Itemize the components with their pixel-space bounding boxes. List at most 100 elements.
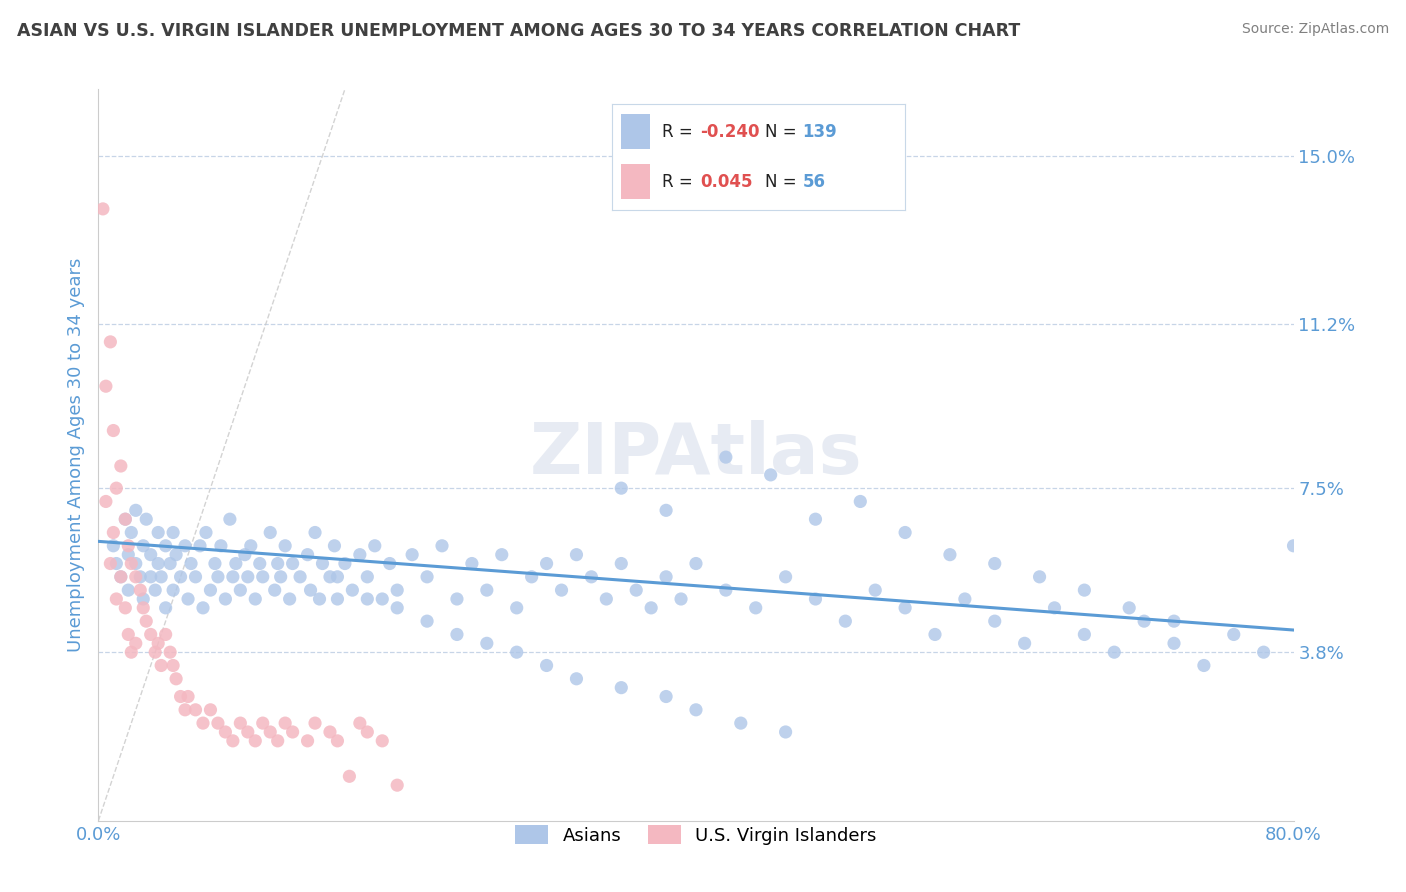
Point <box>105 557 128 571</box>
Point <box>1104 645 1126 659</box>
Point <box>759 467 782 482</box>
Point <box>174 539 197 553</box>
Point <box>274 539 297 553</box>
Point <box>162 658 184 673</box>
Point <box>162 583 184 598</box>
Point <box>730 716 752 731</box>
Point <box>610 557 633 571</box>
Point <box>610 681 633 695</box>
Point <box>229 583 252 598</box>
Point <box>655 570 678 584</box>
Point <box>1014 636 1036 650</box>
Point <box>159 645 181 659</box>
Point <box>565 548 588 562</box>
Point <box>446 592 468 607</box>
Point <box>939 548 962 562</box>
Point <box>98 557 122 571</box>
Point <box>416 570 439 584</box>
Point <box>143 645 166 659</box>
Point <box>191 716 214 731</box>
Point <box>267 734 290 748</box>
Point <box>209 539 232 553</box>
Point <box>103 525 125 540</box>
Point <box>114 512 136 526</box>
Point <box>245 734 267 748</box>
Point <box>565 672 588 686</box>
Point <box>94 494 117 508</box>
Point <box>165 672 187 686</box>
Point <box>259 725 281 739</box>
Point <box>984 614 1007 628</box>
Point <box>110 570 132 584</box>
Point <box>236 725 259 739</box>
Point <box>491 548 513 562</box>
Point <box>139 627 162 641</box>
Point <box>308 592 330 607</box>
Point <box>385 600 409 615</box>
Point <box>103 539 125 553</box>
Point <box>249 557 271 571</box>
Point <box>342 583 364 598</box>
Point <box>1133 614 1156 628</box>
Point <box>177 592 200 607</box>
Point <box>299 583 322 598</box>
Legend: Asians, U.S. Virgin Islanders: Asians, U.S. Virgin Islanders <box>508 818 884 852</box>
Point <box>135 512 157 526</box>
Point <box>849 494 872 508</box>
Point <box>165 548 187 562</box>
Point <box>595 592 617 607</box>
Point <box>229 716 252 731</box>
Point <box>259 525 281 540</box>
Point <box>865 583 887 598</box>
Point <box>148 525 170 540</box>
Point <box>139 570 162 584</box>
Point <box>1073 627 1095 641</box>
Point <box>281 725 304 739</box>
Point <box>356 570 378 584</box>
Point <box>120 525 142 540</box>
Point <box>135 614 157 628</box>
Point <box>148 636 170 650</box>
Point <box>177 690 200 704</box>
Point <box>132 592 155 607</box>
Text: ZIPAtlas: ZIPAtlas <box>530 420 862 490</box>
Point <box>304 525 326 540</box>
Point <box>834 614 856 628</box>
Point <box>655 503 678 517</box>
Point <box>191 600 214 615</box>
Point <box>640 600 662 615</box>
Point <box>270 570 292 584</box>
Point <box>1118 600 1140 615</box>
Point <box>536 658 558 673</box>
Point <box>319 570 342 584</box>
Point <box>219 512 242 526</box>
Point <box>924 627 946 641</box>
Point <box>159 557 181 571</box>
Point <box>267 557 290 571</box>
Point <box>506 645 529 659</box>
Point <box>333 557 356 571</box>
Point <box>714 583 737 598</box>
Point <box>1192 658 1215 673</box>
Point <box>714 450 737 464</box>
Point <box>155 627 177 641</box>
Point <box>125 570 148 584</box>
Point <box>143 583 166 598</box>
Point <box>132 600 155 615</box>
Point <box>129 570 152 584</box>
Point <box>745 600 768 615</box>
Point <box>416 614 439 628</box>
Point <box>155 600 177 615</box>
Point <box>385 583 409 598</box>
Point <box>1028 570 1050 584</box>
Point <box>155 539 177 553</box>
Point <box>364 539 387 553</box>
Point <box>188 539 211 553</box>
Text: Source: ZipAtlas.com: Source: ZipAtlas.com <box>1241 22 1389 37</box>
Point <box>894 600 917 615</box>
Point <box>103 424 125 438</box>
Point <box>550 583 572 598</box>
Point <box>207 570 229 584</box>
Point <box>263 583 285 598</box>
Point <box>655 690 678 704</box>
